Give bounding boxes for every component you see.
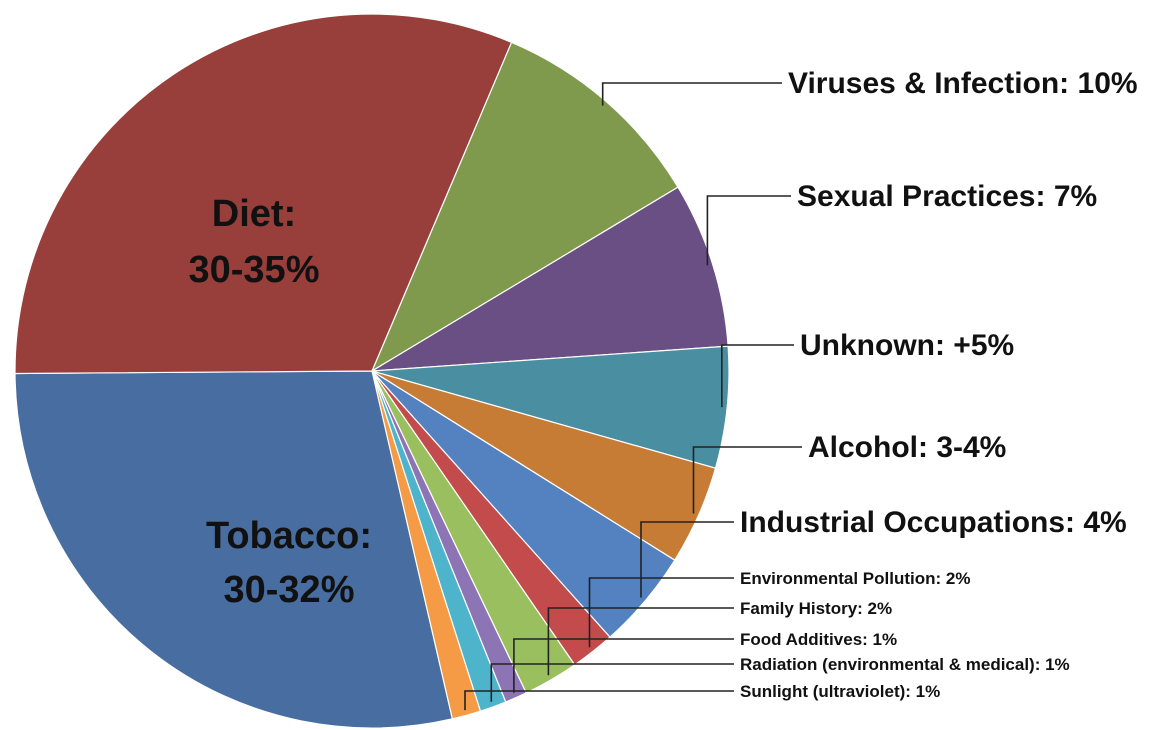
leader-line-7 [513, 638, 734, 693]
leader-line-1 [706, 195, 791, 266]
slice-label-9: Sunlight (ultraviolet): 1% [740, 682, 940, 701]
pie-slice-11 [14, 13, 513, 375]
leader-line-3 [692, 446, 802, 514]
leader-line-8 [490, 663, 734, 702]
slice-label-7: Food Additives: 1% [740, 630, 897, 649]
slice-label-2: Unknown: +5% [800, 329, 1014, 362]
slice-label-11-line-0: Diet: [212, 193, 296, 235]
leader-line-9 [464, 690, 734, 711]
slice-label-1: Sexual Practices: 7% [797, 180, 1097, 213]
leader-line-0 [601, 82, 782, 106]
slice-labels: Viruses & Infection: 10% Sexual Practices… [189, 67, 1138, 701]
pie-slice-1 [371, 186, 729, 372]
pie-slices [14, 13, 730, 729]
slice-label-6: Family History: 2% [740, 599, 892, 618]
pie-slice-0 [370, 41, 679, 373]
leader-line-2 [721, 344, 794, 408]
slice-label-5: Environmental Pollution: 2% [740, 569, 970, 588]
slice-label-8: Radiation (environmental & medical): 1% [740, 655, 1070, 674]
slice-label-3: Alcohol: 3-4% [808, 431, 1006, 464]
leader-line-6 [547, 607, 734, 676]
slice-label-10-line-0: Tobacco: [206, 515, 372, 557]
slice-label-10-line-1: 30-32% [224, 569, 355, 611]
pie-slice-10 [14, 370, 454, 729]
leader-line-5 [588, 577, 734, 648]
slice-label-0: Viruses & Infection: 10% [788, 67, 1138, 100]
slice-label-4: Industrial Occupations: 4% [740, 506, 1127, 539]
slice-label-11-line-1: 30-35% [189, 249, 320, 291]
leader-line-4 [640, 521, 734, 598]
leader-lines [464, 82, 802, 711]
